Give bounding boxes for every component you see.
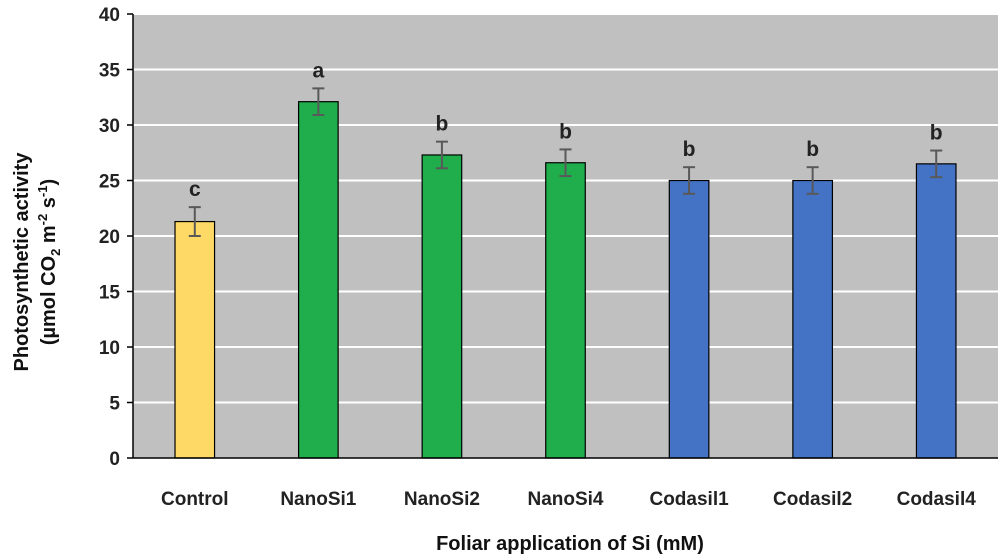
y-tick-label: 0 [109,449,120,470]
y-tick-label: 25 [99,172,121,193]
bar-nanosi2 [421,154,463,459]
y-axis-title-line1: Photosynthetic activity [11,152,33,372]
x-tick-label-codasil1: Codasil1 [649,489,729,510]
significance-letter-control: c [189,178,201,201]
x-tick-label-control: Control [161,489,229,510]
significance-letter-nanosi2: b [436,113,449,136]
bars [174,101,957,459]
significance-letter-nanosi4: b [559,120,572,143]
bar-codasil1 [668,179,710,459]
x-tick-label-nanosi2: NanoSi2 [404,489,480,510]
x-tick-label-codasil2: Codasil2 [773,489,852,510]
x-tick-label-codasil4: Codasil4 [897,489,977,510]
bar-codasil2 [792,179,834,459]
y-tick-label: 40 [99,5,120,26]
significance-letter-codasil2: b [806,138,819,161]
y-axis-title-line2: (µmol CO2 m-2 s-1) [35,179,63,345]
y-tick-label: 20 [99,227,120,248]
significance-letter-codasil1: b [683,138,696,161]
y-axis-title: Photosynthetic activity (µmol CO2 m-2 s-… [11,152,63,372]
x-tick-label-nanosi1: NanoSi1 [280,489,356,510]
significance-letter-nanosi1: a [313,59,325,82]
y-tick-label: 35 [99,61,121,82]
significance-letter-codasil4: b [930,122,943,145]
x-axis-title: Foliar application of Si (mM) [436,533,704,555]
y-tick-labels: 0 5 10 15 20 25 30 35 40 [99,5,133,470]
y-tick-label: 10 [99,338,120,359]
x-tick-labels: Control NanoSi1 NanoSi2 NanoSi4 Codasil1 Coda… [161,489,976,510]
x-tick-label-nanosi4: NanoSi4 [527,489,603,510]
y-tick-label: 30 [99,116,120,137]
bar-codasil4 [915,163,957,459]
significance-letters: c a b b b b b [189,59,943,201]
bar-nanosi4 [545,162,586,459]
bar-nanosi1 [297,101,339,459]
y-tick-label: 15 [99,283,121,304]
y-tick-label: 5 [109,394,120,415]
error-bars [188,87,943,237]
bar-control [174,220,216,459]
